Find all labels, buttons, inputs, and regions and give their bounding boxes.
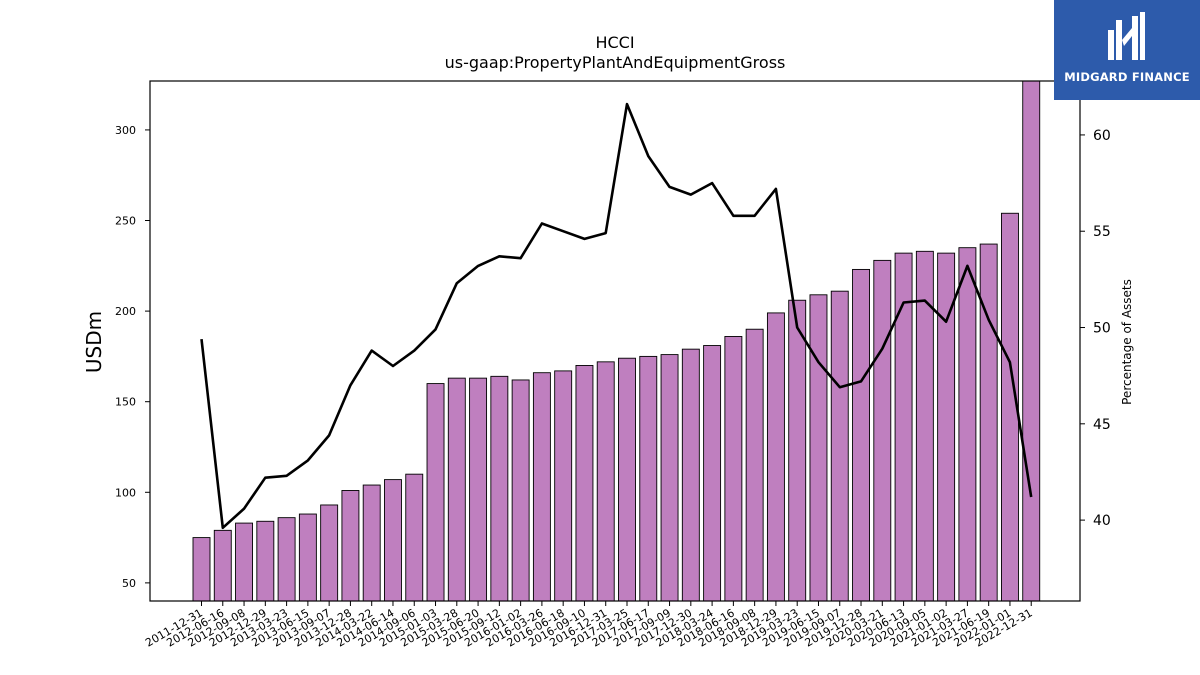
bar [766, 312, 785, 602]
percentage-line [200, 102, 1033, 530]
logo-text: MIDGARD FINANCE [1064, 70, 1190, 84]
bar [703, 345, 722, 602]
y2-tick-label: 55 [1093, 224, 1111, 240]
bar [447, 377, 466, 602]
bar [788, 299, 807, 602]
bar [1022, 80, 1041, 602]
bar [681, 348, 700, 602]
midgard-logo: MIDGARD FINANCE [1054, 0, 1200, 100]
chart-title: HCCI [595, 33, 634, 52]
bar [724, 336, 743, 602]
bar [830, 290, 849, 602]
bar [277, 517, 296, 602]
y2-tick-label: 60 [1093, 128, 1111, 144]
bar [958, 247, 977, 602]
y-axis: 50 100 150 200 250 300 [115, 124, 150, 590]
bar [405, 473, 424, 602]
bar [745, 328, 764, 602]
midgard-logo-icon [1108, 12, 1145, 60]
bar [575, 365, 594, 602]
bar [596, 361, 615, 602]
y2-tick-label: 50 [1093, 321, 1111, 337]
bar [384, 479, 402, 602]
bar [256, 520, 275, 602]
y-tick-label: 100 [115, 486, 136, 499]
bar [490, 375, 509, 602]
y-tick-label: 250 [115, 215, 136, 228]
bar [639, 355, 658, 602]
bar [809, 294, 828, 602]
bar [532, 372, 551, 602]
bar [213, 529, 232, 602]
y-tick-label: 200 [115, 305, 136, 318]
bar [618, 357, 636, 602]
bar [362, 484, 381, 602]
y2-tick-label: 45 [1093, 417, 1111, 433]
y-tick-label: 300 [115, 124, 136, 137]
bar [469, 377, 488, 602]
x-axis: 2011-12-312012-06-162012-09-082012-12-29… [143, 601, 1035, 650]
chart-subtitle: us-gaap:PropertyPlantAndEquipmentGross [445, 53, 786, 72]
bar [341, 490, 360, 602]
bar [873, 259, 892, 602]
bar [660, 354, 679, 602]
bars-layer [192, 80, 1041, 602]
line-layer [200, 102, 1033, 530]
bar [554, 370, 573, 602]
bar [979, 243, 998, 602]
y-axis-label: USDm [82, 311, 106, 373]
bar [915, 250, 934, 602]
bar [192, 537, 211, 602]
plot-frame [149, 80, 1081, 602]
bar [426, 383, 445, 602]
bar [511, 379, 530, 602]
bar [320, 504, 339, 602]
y2-axis: 40 45 50 55 60 [1080, 128, 1111, 529]
y-tick-label: 150 [115, 396, 136, 409]
y2-tick-label: 40 [1093, 513, 1111, 529]
y-tick-label: 50 [122, 577, 136, 590]
bar [852, 268, 870, 602]
bar [298, 513, 317, 602]
y2-axis-label: Percentage of Assets [1120, 279, 1134, 405]
bar [235, 522, 254, 602]
